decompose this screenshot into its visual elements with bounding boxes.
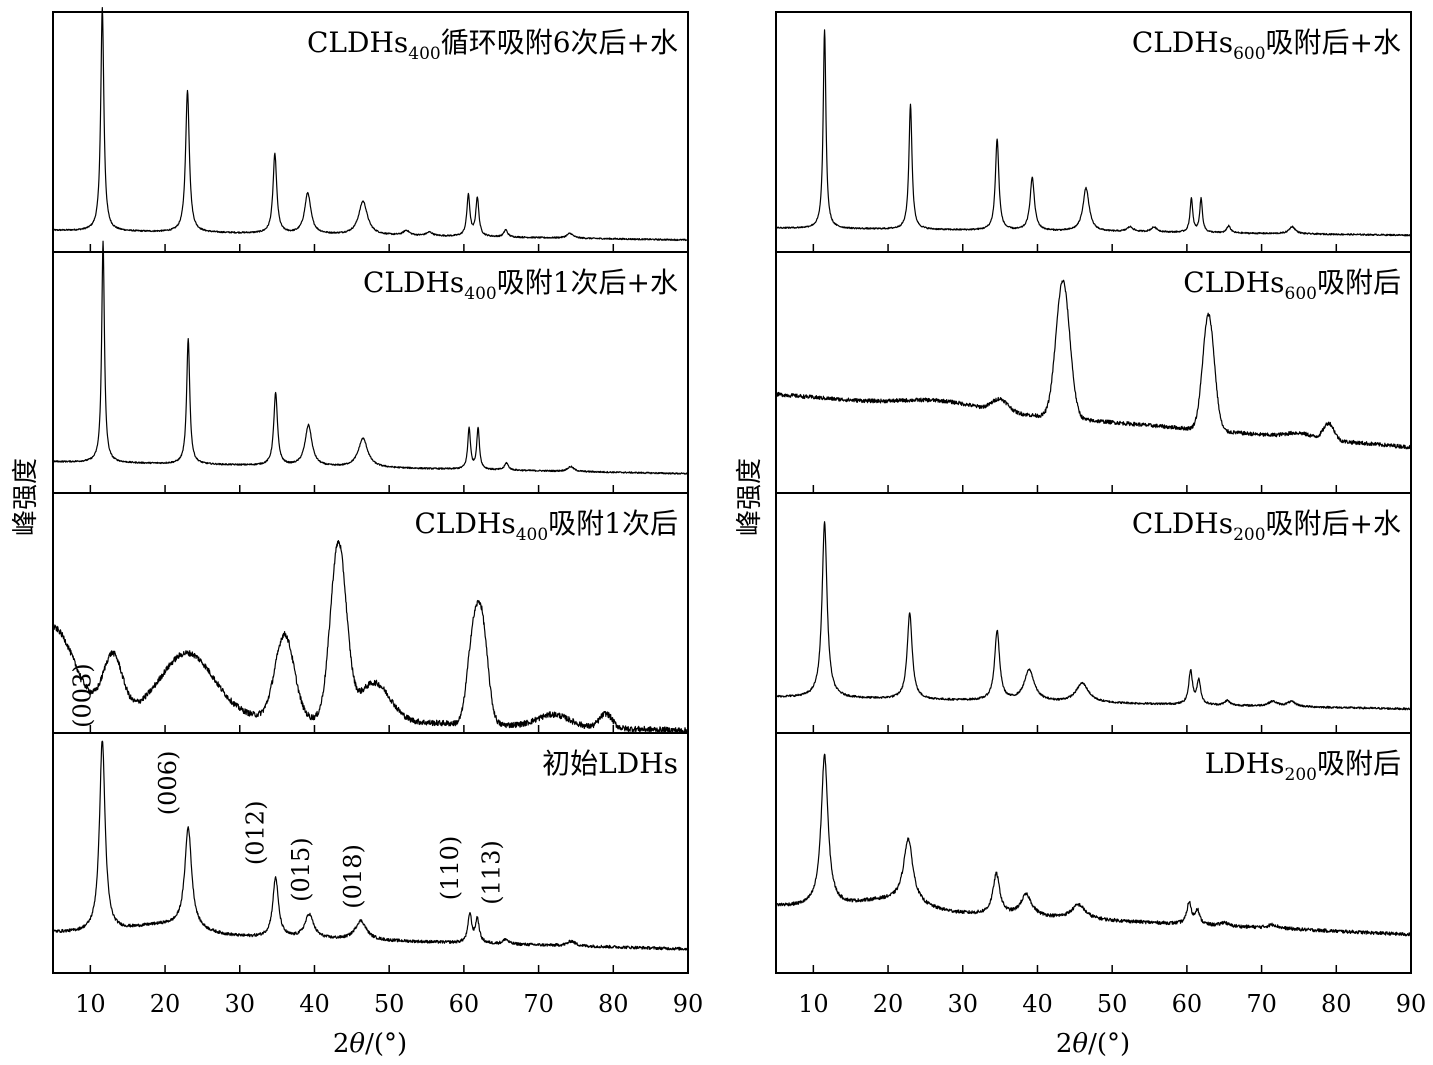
panel-label: CLDHs200吸附后+水 [1132,507,1401,545]
panel-label-main: CLDHs [1132,26,1233,59]
x-tick-label: 90 [1396,990,1427,1018]
panel-label-rest: 吸附后 [1317,266,1401,299]
right-x-axis-title: 2θ/(°) [1056,1029,1130,1059]
panel-label-rest: 吸附后 [1317,747,1401,780]
x-tick-label: 40 [1022,990,1053,1018]
x-tick-label: 60 [449,990,480,1018]
panel-label-rest: 循环吸附6次后+水 [441,26,678,59]
x-tick-label: 80 [1321,990,1352,1018]
panel-label-subscript: 200 [1233,525,1265,545]
xrd-trace [52,539,689,734]
panel-label-subscript: 600 [1285,284,1317,304]
x-tick-label: 50 [1097,990,1128,1018]
panel-label-rest: 吸附1次后 [548,507,678,540]
miller-index-label: (113) [477,840,505,905]
panel-label-main: CLDHs [414,507,515,540]
panel-label-rest: 吸附后+水 [1266,507,1401,540]
panel-label-subscript: 200 [1285,765,1317,785]
panel-label-subscript: 400 [516,525,548,545]
miller-index-label: (110) [436,836,464,901]
left-column: 峰强度 2θ/(°) CLDHs400循环吸附6次后+水CLDHs400吸附1次… [11,6,704,1059]
miller-index-label: (006) [154,751,182,816]
right-column: 峰强度 2θ/(°) CLDHs600吸附后+水CLDHs600吸附后CLDHs… [735,11,1427,1059]
panel-label-rest: 吸附1次后+水 [497,266,678,299]
x-tick-label: 10 [75,990,106,1018]
panel-label-main: CLDHs [307,26,408,59]
x-tick-label: 60 [1172,990,1203,1018]
panel-4: LDHs200吸附后 [775,732,1412,974]
x-axis-title-part: 2 [333,1029,350,1059]
panel-label: CLDHs400吸附1次后 [414,507,678,545]
x-tick-label: 40 [299,990,330,1018]
panel-label-main: CLDHs [363,266,464,299]
x-tick-label: 20 [873,990,904,1018]
left-x-axis-title: 2θ/(°) [333,1029,407,1059]
panel-label-main: CLDHs [1183,266,1284,299]
panel-frame [775,732,1412,974]
x-tick-label: 90 [673,990,704,1018]
panel-label-rest: 吸附后+水 [1266,26,1401,59]
panel-4: 初始LDHs (003) (006) (012) (015) (018) (110) (113… [52,663,689,974]
panel-label-main: 初始LDHs [542,747,678,780]
panel-3: CLDHs200吸附后+水 [775,492,1412,734]
miller-index-label: (012) [242,801,270,866]
xrd-trace [775,753,1412,937]
x-axis-title-part: 2 [1056,1029,1073,1059]
x-axis-title-unit: /(°) [365,1029,407,1059]
panel-frame [52,732,689,974]
panel-label: CLDHs600吸附后+水 [1132,26,1401,64]
x-tick-label: 30 [947,990,978,1018]
panel-label: LDHs200吸附后 [1205,747,1401,785]
miller-index-label: (018) [339,844,367,909]
panel-label-subscript: 600 [1233,44,1265,64]
xrd-trace [775,521,1412,711]
x-axis-title-theta: θ [1072,1029,1088,1059]
x-tick-label: 20 [150,990,181,1018]
x-tick-label: 70 [523,990,554,1018]
miller-index-label: (003) [68,663,96,728]
panel-label: CLDHs600吸附后 [1183,266,1401,304]
panel-label: CLDHs400吸附1次后+水 [363,266,678,304]
left-y-axis-title: 峰强度 [11,458,41,536]
x-axis-title-theta: θ [349,1029,365,1059]
xrd-trace [52,240,689,475]
x-tick-label: 70 [1246,990,1277,1018]
x-tick-label: 80 [598,990,629,1018]
panel-label-subscript: 400 [464,284,496,304]
panel-label: 初始LDHs [542,747,678,780]
right-y-axis-title: 峰强度 [735,458,765,536]
panel-label-main: CLDHs [1132,507,1233,540]
panel-2: CLDHs400吸附1次后+水 [52,240,689,494]
panel-label-subscript: 400 [408,44,440,64]
x-axis-title-unit: /(°) [1088,1029,1130,1059]
xrd-trace [52,6,689,242]
panel-label: CLDHs400循环吸附6次后+水 [307,26,678,64]
panel-1: CLDHs600吸附后+水 [775,11,1412,253]
xrd-trace [775,29,1412,237]
panel-2: CLDHs600吸附后 [775,251,1412,494]
xrd-trace [775,279,1412,450]
x-tick-label: 30 [224,990,255,1018]
panel-3: CLDHs400吸附1次后 [52,492,689,734]
miller-index-label: (015) [287,837,315,902]
xrd-trace [52,740,689,951]
x-tick-label: 50 [374,990,405,1018]
panel-label-main: LDHs [1205,747,1285,780]
panel-1: CLDHs400循环吸附6次后+水 [52,6,689,253]
x-tick-label: 10 [798,990,829,1018]
